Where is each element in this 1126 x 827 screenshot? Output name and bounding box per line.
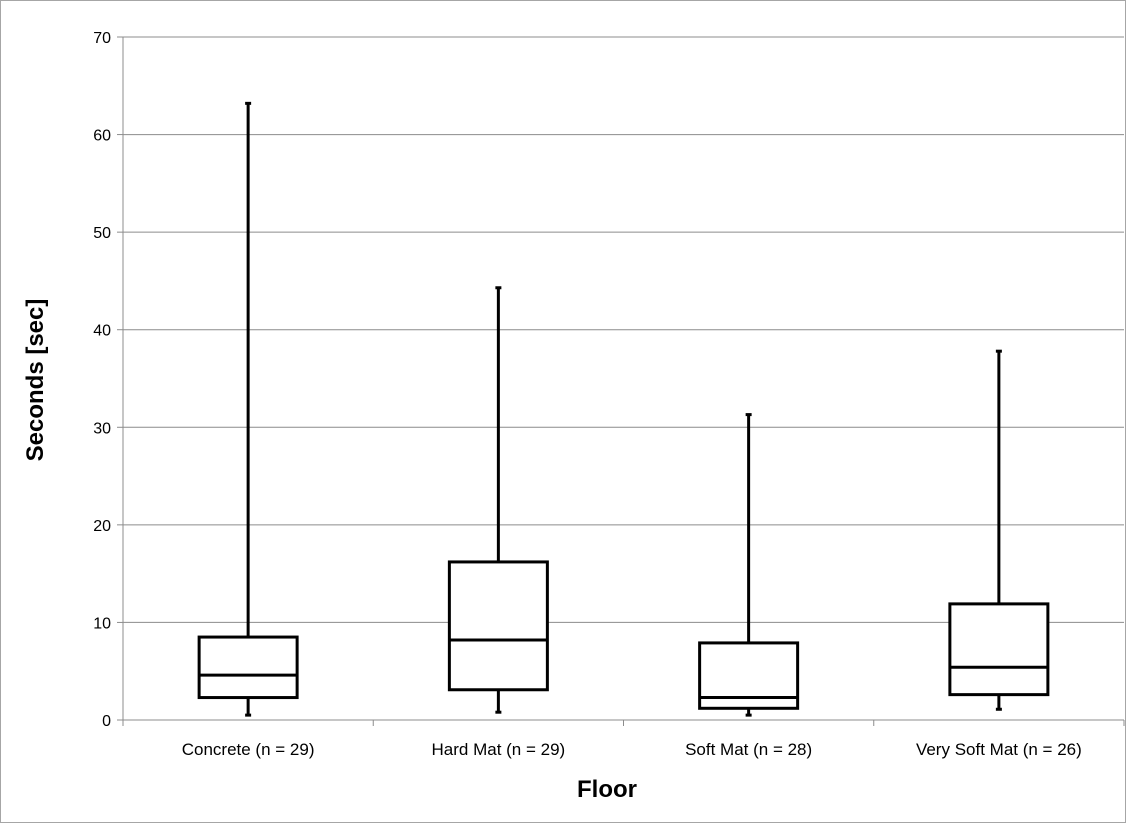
y-tick-label: 40	[93, 323, 111, 340]
y-tick-label: 20	[93, 518, 111, 535]
x-axis-title: Floor	[577, 776, 637, 803]
y-tick-label: 50	[93, 225, 111, 242]
axes	[117, 36, 1125, 726]
x-category-label: Hard Mat (n = 29)	[432, 740, 566, 759]
box-3	[698, 413, 800, 717]
y-tick-label: 70	[93, 30, 111, 47]
y-tick-label: 10	[93, 615, 111, 632]
iqr-box	[447, 560, 549, 692]
x-category-label: Soft Mat (n = 28)	[685, 740, 812, 759]
boxes	[197, 101, 1050, 717]
y-axis-title: Seconds [sec]	[22, 299, 49, 462]
gridlines	[123, 36, 1124, 623]
y-tick-label: 60	[93, 128, 111, 145]
labels: 0 10 20 30 40 50 60 70 Concrete (n = 29) Hard Mat…	[93, 30, 1082, 759]
y-tick-label: 30	[93, 420, 111, 437]
iqr-box	[197, 635, 299, 700]
box-1	[197, 101, 299, 717]
y-tick-label: 0	[102, 713, 111, 730]
box-2	[447, 286, 549, 714]
box-4	[948, 349, 1050, 711]
iqr-box	[948, 602, 1050, 697]
x-category-label: Very Soft Mat (n = 26)	[916, 740, 1082, 759]
x-category-label: Concrete (n = 29)	[182, 740, 315, 759]
